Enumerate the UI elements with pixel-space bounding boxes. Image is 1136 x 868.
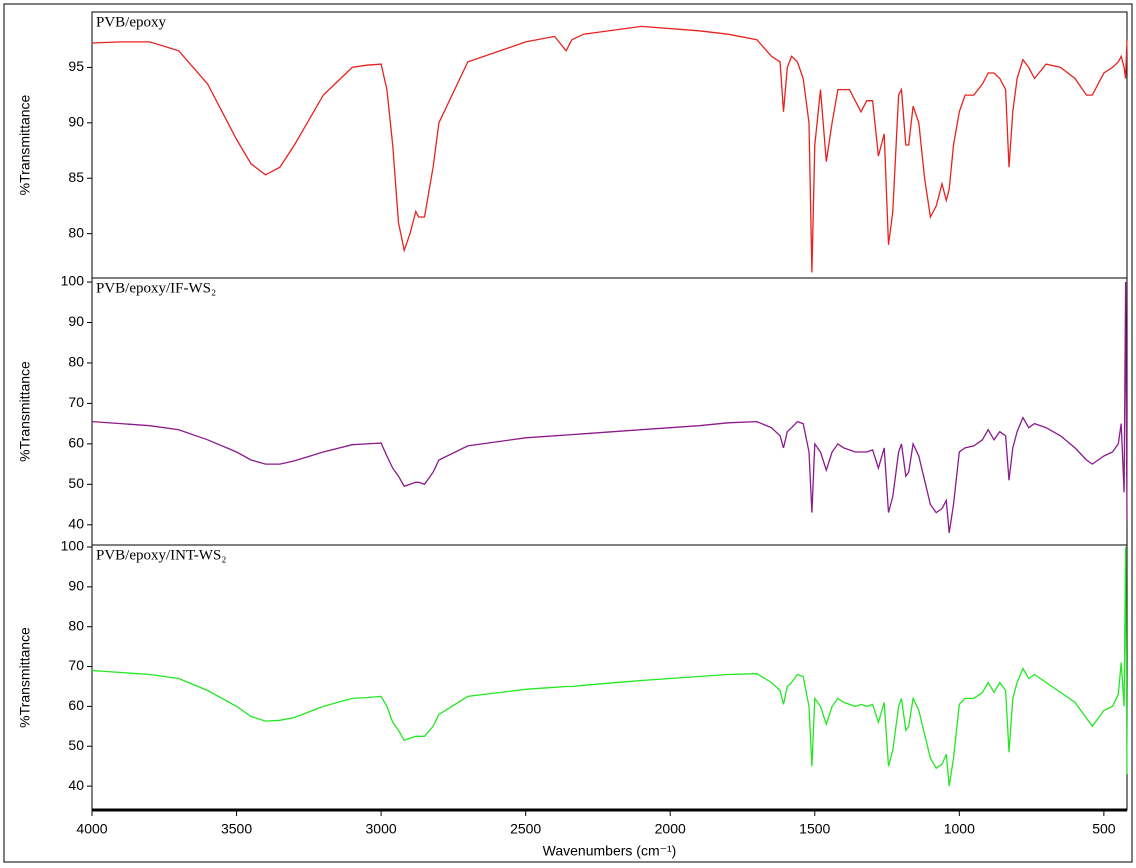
y-tick-label: 100 <box>61 273 85 289</box>
x-tick-label: 1500 <box>799 821 830 837</box>
y-tick-label: 80 <box>68 354 84 370</box>
outer-frame <box>3 3 1133 863</box>
panel-frame <box>91 544 1128 811</box>
y-tick-label: 90 <box>68 578 84 594</box>
x-tick-label: 500 <box>1092 821 1116 837</box>
panel-title: PVB/epoxy <box>96 14 167 30</box>
y-tick-label: 100 <box>61 538 85 554</box>
x-tick-label: 1000 <box>944 821 975 837</box>
x-tick-label: 3000 <box>366 821 397 837</box>
y-tick-label: 85 <box>68 169 84 185</box>
spectrum-line <box>91 281 1128 533</box>
panel-title: PVB/epoxy/IF-WS₂ <box>96 280 216 296</box>
x-axis-label: Wavenumbers (cm⁻¹) <box>543 843 677 859</box>
x-tick-label: 2000 <box>655 821 686 837</box>
y-tick-label: 50 <box>68 475 84 491</box>
spectrum-line <box>91 25 1128 273</box>
y-tick-label: 70 <box>68 657 84 673</box>
y-tick-label: 80 <box>68 617 84 633</box>
y-tick-label: 70 <box>68 394 84 410</box>
y-axis-label: %Transmittance <box>17 627 33 728</box>
x-tick-label: 4000 <box>76 821 107 837</box>
panel-title: PVB/epoxy/INT-WS₂ <box>96 547 227 563</box>
y-tick-label: 40 <box>68 515 84 531</box>
y-tick-label: 95 <box>68 58 84 74</box>
y-tick-label: 60 <box>68 697 84 713</box>
spectrum-line <box>91 546 1128 787</box>
y-axis-label: %Transmittance <box>17 94 33 195</box>
x-tick-label: 3500 <box>221 821 252 837</box>
y-tick-label: 40 <box>68 777 84 793</box>
y-tick-label: 90 <box>68 114 84 130</box>
y-tick-label: 50 <box>68 737 84 753</box>
y-tick-label: 80 <box>68 224 84 240</box>
y-tick-label: 90 <box>68 313 84 329</box>
panel-frame <box>91 11 1128 279</box>
panel-frame <box>91 277 1128 546</box>
y-axis-label: %Transmittance <box>17 361 33 462</box>
x-tick-label: 2500 <box>510 821 541 837</box>
y-tick-label: 60 <box>68 435 84 451</box>
